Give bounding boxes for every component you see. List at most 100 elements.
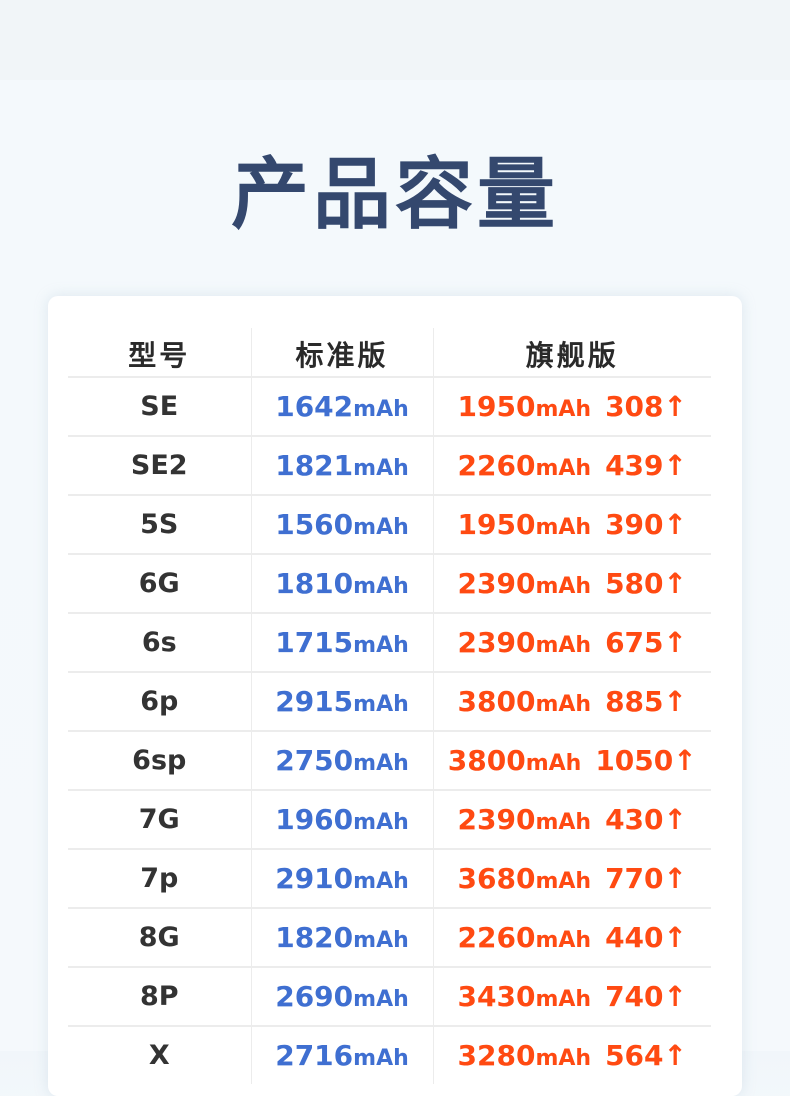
increase-value: 308 bbox=[605, 390, 664, 423]
flagship-value: 3800 bbox=[457, 685, 536, 718]
standard-capacity-cell: 2716mAh bbox=[250, 1025, 433, 1084]
standard-capacity-cell: 1560mAh bbox=[250, 494, 433, 554]
standard-value: 2750 bbox=[275, 744, 354, 777]
table-row: 6G 1810mAh 2390mAh 580↑ bbox=[68, 553, 711, 613]
unit: mAh bbox=[353, 928, 409, 953]
standard-capacity-cell: 1810mAh bbox=[250, 553, 433, 613]
flagship-capacity-cell: 2260mAh 439↑ bbox=[432, 435, 711, 495]
model-cell: SE bbox=[68, 376, 251, 436]
model-cell: 6sp bbox=[68, 730, 251, 790]
unit: mAh bbox=[535, 633, 592, 658]
unit: mAh bbox=[353, 574, 409, 599]
flagship-capacity-cell: 3430mAh 740↑ bbox=[432, 966, 711, 1026]
unit: mAh bbox=[535, 810, 592, 835]
flagship-value: 3430 bbox=[457, 980, 536, 1013]
flagship-capacity-cell: 2390mAh 675↑ bbox=[432, 612, 711, 672]
increase-value: 1050 bbox=[595, 744, 674, 777]
model-cell: 6G bbox=[68, 553, 251, 613]
model-cell: 5S bbox=[68, 494, 251, 554]
capacity-card: 型号 标准版 旗舰版 SE 1642mAh 1950mAh 308↑ SE2 1821mA… bbox=[48, 296, 742, 1096]
arrow-up-icon: ↑ bbox=[663, 1039, 687, 1072]
flagship-value: 1950 bbox=[457, 508, 536, 541]
flagship-capacity-cell: 2260mAh 440↑ bbox=[432, 907, 711, 967]
table-row: X 2716mAh 3280mAh 564↑ bbox=[68, 1025, 711, 1084]
increase-value: 740 bbox=[605, 980, 664, 1013]
unit: mAh bbox=[535, 456, 592, 481]
arrow-up-icon: ↑ bbox=[663, 862, 687, 895]
model-cell: 8P bbox=[68, 966, 251, 1026]
increase-value: 564 bbox=[605, 1039, 664, 1072]
table-row: 8P 2690mAh 3430mAh 740↑ bbox=[68, 966, 711, 1026]
unit: mAh bbox=[535, 1046, 592, 1071]
arrow-up-icon: ↑ bbox=[663, 803, 687, 836]
capacity-table: 型号 标准版 旗舰版 SE 1642mAh 1950mAh 308↑ SE2 1821mA… bbox=[68, 328, 711, 1084]
table-row: 7G 1960mAh 2390mAh 430↑ bbox=[68, 789, 711, 849]
flagship-capacity-cell: 3280mAh 564↑ bbox=[432, 1025, 711, 1084]
table-row: SE2 1821mAh 2260mAh 439↑ bbox=[68, 435, 711, 495]
flagship-value: 1950 bbox=[457, 390, 536, 423]
standard-value: 1810 bbox=[275, 567, 354, 600]
standard-capacity-cell: 2910mAh bbox=[250, 848, 433, 908]
flagship-capacity-cell: 2390mAh 430↑ bbox=[432, 789, 711, 849]
standard-capacity-cell: 2750mAh bbox=[250, 730, 433, 790]
arrow-up-icon: ↑ bbox=[663, 449, 687, 482]
flagship-capacity-cell: 3800mAh 885↑ bbox=[432, 671, 711, 731]
unit: mAh bbox=[353, 515, 409, 540]
flagship-capacity-cell: 1950mAh 308↑ bbox=[432, 376, 711, 436]
increase-value: 439 bbox=[605, 449, 664, 482]
standard-capacity-cell: 1821mAh bbox=[250, 435, 433, 495]
standard-value: 2910 bbox=[275, 862, 354, 895]
standard-value: 1642 bbox=[275, 390, 354, 423]
increase-value: 885 bbox=[605, 685, 664, 718]
model-cell: 8G bbox=[68, 907, 251, 967]
unit: mAh bbox=[353, 397, 409, 422]
standard-capacity-cell: 1715mAh bbox=[250, 612, 433, 672]
header-flagship: 旗舰版 bbox=[432, 328, 711, 377]
table-row: 5S 1560mAh 1950mAh 390↑ bbox=[68, 494, 711, 554]
standard-value: 2690 bbox=[275, 980, 354, 1013]
arrow-up-icon: ↑ bbox=[663, 567, 687, 600]
increase-value: 770 bbox=[605, 862, 664, 895]
table-row: 7p 2910mAh 3680mAh 770↑ bbox=[68, 848, 711, 908]
increase-value: 390 bbox=[605, 508, 664, 541]
standard-value: 1820 bbox=[275, 921, 354, 954]
flagship-value: 3680 bbox=[457, 862, 536, 895]
flagship-capacity-cell: 2390mAh 580↑ bbox=[432, 553, 711, 613]
arrow-up-icon: ↑ bbox=[663, 626, 687, 659]
model-cell: 6s bbox=[68, 612, 251, 672]
unit: mAh bbox=[535, 574, 592, 599]
standard-value: 2915 bbox=[275, 685, 354, 718]
unit: mAh bbox=[353, 810, 409, 835]
model-cell: 6p bbox=[68, 671, 251, 731]
unit: mAh bbox=[353, 633, 409, 658]
flagship-value: 3280 bbox=[457, 1039, 536, 1072]
model-cell: 7p bbox=[68, 848, 251, 908]
header-model: 型号 bbox=[128, 339, 191, 372]
arrow-up-icon: ↑ bbox=[663, 508, 687, 541]
model-cell: 7G bbox=[68, 789, 251, 849]
standard-value: 1715 bbox=[275, 626, 354, 659]
flagship-value: 2390 bbox=[457, 626, 536, 659]
increase-value: 675 bbox=[605, 626, 664, 659]
table-row: 8G 1820mAh 2260mAh 440↑ bbox=[68, 907, 711, 967]
flagship-capacity-cell: 1950mAh 390↑ bbox=[432, 494, 711, 554]
unit: mAh bbox=[525, 751, 582, 776]
standard-value: 2716 bbox=[275, 1039, 354, 1072]
flagship-capacity-cell: 3680mAh 770↑ bbox=[432, 848, 711, 908]
unit: mAh bbox=[535, 928, 592, 953]
flagship-value: 2390 bbox=[457, 803, 536, 836]
standard-capacity-cell: 1960mAh bbox=[250, 789, 433, 849]
header-standard: 标准版 bbox=[250, 328, 433, 377]
flagship-value: 2260 bbox=[457, 449, 536, 482]
table-row: SE 1642mAh 1950mAh 308↑ bbox=[68, 376, 711, 436]
top-band bbox=[0, 0, 790, 80]
unit: mAh bbox=[353, 987, 409, 1012]
unit: mAh bbox=[535, 869, 592, 894]
page-title: 产品容量 bbox=[230, 150, 559, 240]
standard-value: 1821 bbox=[275, 449, 354, 482]
unit: mAh bbox=[353, 869, 409, 894]
arrow-up-icon: ↑ bbox=[673, 744, 697, 777]
increase-value: 430 bbox=[605, 803, 664, 836]
unit: mAh bbox=[535, 515, 592, 540]
unit: mAh bbox=[535, 692, 592, 717]
